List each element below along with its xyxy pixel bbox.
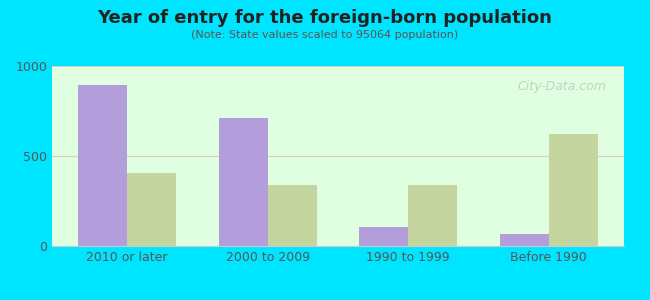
Text: City-Data.com: City-Data.com	[518, 80, 607, 93]
Bar	[500, 234, 549, 246]
Text: Year of entry for the foreign-born population: Year of entry for the foreign-born popul…	[98, 9, 552, 27]
Bar	[218, 118, 268, 246]
Bar	[268, 185, 317, 246]
Text: (Note: State values scaled to 95064 population): (Note: State values scaled to 95064 popu…	[191, 30, 459, 40]
Bar	[549, 134, 598, 246]
Bar	[408, 185, 458, 246]
Bar	[359, 227, 408, 246]
Bar	[78, 85, 127, 246]
Bar	[127, 173, 176, 246]
